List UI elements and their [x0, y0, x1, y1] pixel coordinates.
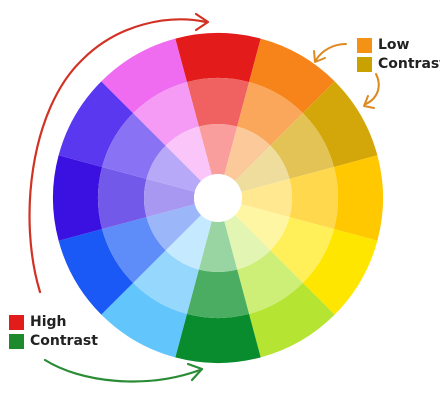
segment-blue-ring-3	[146, 204, 202, 251]
legend-row-contrast-2: Contrast	[9, 333, 98, 349]
high-contrast-lower-arrow	[43, 358, 204, 383]
legend-row-contrast: Contrast	[357, 56, 440, 72]
segment-blue-violet-ring-1	[53, 155, 103, 241]
segment-blue-ring-2	[102, 217, 166, 283]
segment-blue-violet-ring-2	[97, 166, 147, 230]
segment-red-orange-ring-3	[224, 126, 271, 182]
segment-green-ring-1	[175, 313, 261, 363]
segment-violet-ring-2	[102, 113, 166, 179]
segment-red-orange-ring-2	[237, 82, 303, 146]
segment-red-ring-2	[186, 78, 250, 127]
segment-yellow-light-ring-2	[270, 217, 334, 283]
low-contrast-arrow-top	[313, 43, 347, 63]
segment-violet-ring-1	[58, 81, 134, 167]
segment-yellow-orange-ring-3	[234, 145, 290, 192]
segment-magenta-ring-2	[133, 82, 199, 146]
wheel-segments	[53, 33, 383, 363]
segment-magenta-ring-1	[101, 38, 187, 114]
legend-row-high: High	[9, 314, 98, 330]
swatch-green	[9, 333, 24, 349]
legend-contrast-label-2: Contrast	[30, 333, 98, 349]
swatch-red	[9, 314, 24, 330]
legend-contrast-label: Contrast	[378, 56, 440, 72]
legend-low-contrast: Low Contrast	[357, 37, 440, 72]
segment-yellow-orange-ring-2	[270, 113, 334, 179]
segment-red-ring-3	[198, 124, 238, 175]
segment-yellow-green-ring-1	[249, 282, 335, 358]
low-contrast-arrow-bottom	[363, 73, 380, 109]
segment-blue-light-ring-2	[133, 250, 199, 314]
segment-yellow-ring-1	[333, 155, 383, 241]
segment-yellow-light-ring-1	[302, 229, 378, 315]
segment-yellow-light-ring-3	[234, 204, 290, 251]
segment-blue-violet-ring-3	[144, 178, 195, 218]
legend-low-label: Low	[378, 37, 410, 53]
segment-yellow-ring-2	[289, 166, 339, 230]
legend-high-label: High	[30, 314, 67, 330]
segment-blue-ring-1	[58, 229, 134, 315]
segment-red-ring-1	[175, 33, 261, 83]
segment-yellow-orange-ring-1	[302, 81, 378, 167]
swatch-mustard	[357, 56, 372, 72]
segment-blue-light-ring-1	[101, 282, 187, 358]
wheel-center-hole	[194, 174, 242, 222]
segment-yellow-green-ring-2	[237, 250, 303, 314]
segment-yellow-green-ring-3	[224, 214, 271, 270]
segment-violet-ring-3	[146, 145, 202, 192]
segment-blue-light-ring-3	[165, 214, 212, 270]
swatch-orange	[357, 37, 372, 53]
legend-row-low: Low	[357, 37, 440, 53]
segment-green-ring-3	[198, 221, 238, 272]
high-contrast-arrow	[28, 12, 210, 294]
segment-yellow-ring-3	[241, 178, 292, 218]
segment-magenta-ring-3	[165, 126, 212, 182]
segment-red-orange-ring-1	[249, 38, 335, 114]
segment-green-ring-2	[186, 269, 250, 318]
legend-high-contrast: High Contrast	[9, 314, 98, 349]
